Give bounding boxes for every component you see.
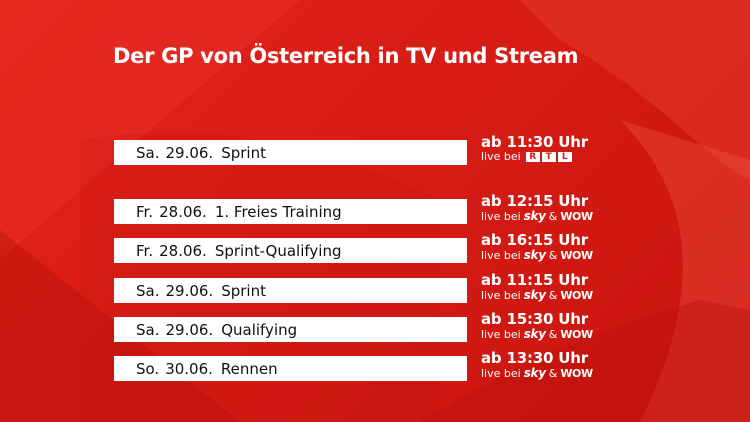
session-day: Sa. — [136, 281, 160, 300]
sky-logo: sky — [523, 209, 546, 223]
session-date: 28.06. — [159, 241, 207, 260]
session-event: Sprint-Qualifying — [214, 241, 342, 260]
rtl-logo: R T L — [525, 151, 572, 162]
start-time: ab 15:30 Uhr — [481, 310, 588, 328]
live-line: live bei R T L — [481, 151, 588, 162]
broadcast-info: ab 13:30 Uhr live bei sky & WOW — [481, 349, 593, 380]
schedule-row: Fr. 28.06. Sprint-Qualifying ab 16:15 Uh… — [114, 233, 750, 265]
session-day: Fr. — [136, 241, 154, 260]
session-date: 29.06. — [165, 281, 214, 300]
session-event: Sprint — [221, 281, 266, 300]
sky-logo: sky — [523, 248, 546, 262]
broadcast-info: ab 11:30 Uhr live bei R T L — [481, 133, 588, 163]
schedule-row: Sa. 29.06. Sprint ab 11:30 Uhr live bei … — [114, 135, 750, 167]
live-prefix: live bei — [481, 150, 521, 163]
broadcast-info: ab 11:15 Uhr live bei sky & WOW — [481, 271, 593, 302]
ampersand: & — [548, 288, 558, 302]
schedule-row: Sa. 29.06. Sprint ab 11:15 Uhr live bei … — [114, 273, 750, 305]
live-line: live bei sky & WOW — [481, 328, 593, 340]
session-bar: Sa. 29.06. Sprint — [114, 278, 467, 303]
ampersand: & — [548, 366, 558, 380]
session-day: So. — [136, 359, 160, 378]
session-date: 30.06. — [165, 359, 213, 378]
schedule-row: So. 30.06. Rennen ab 13:30 Uhr live bei … — [114, 351, 750, 383]
live-line: live bei sky & WOW — [481, 249, 593, 261]
live-prefix: live bei — [481, 248, 521, 262]
session-event: Rennen — [220, 359, 278, 378]
live-line: live bei sky & WOW — [481, 210, 593, 222]
live-line: live bei sky & WOW — [481, 289, 593, 301]
session-date: 28.06. — [159, 202, 207, 221]
sky-logo: sky — [523, 366, 546, 380]
session-bar: Fr. 28.06. 1. Freies Training — [114, 199, 467, 224]
start-time: ab 11:15 Uhr — [481, 271, 588, 289]
session-day: Sa. — [136, 320, 160, 339]
start-time: ab 12:15 Uhr — [481, 192, 588, 210]
ampersand: & — [548, 327, 558, 341]
session-event: 1. Freies Training — [214, 202, 342, 221]
start-time: ab 11:30 Uhr — [481, 133, 588, 151]
wow-logo: WOW — [560, 366, 593, 380]
wow-logo: WOW — [560, 248, 593, 262]
broadcast-info: ab 15:30 Uhr live bei sky & WOW — [481, 310, 593, 341]
live-line: live bei sky & WOW — [481, 367, 593, 379]
session-event: Sprint — [221, 143, 266, 162]
live-prefix: live bei — [481, 288, 521, 302]
wow-logo: WOW — [560, 288, 593, 302]
session-bar: Fr. 28.06. Sprint-Qualifying — [114, 238, 467, 263]
start-time: ab 16:15 Uhr — [481, 231, 588, 249]
schedule-row: Fr. 28.06. 1. Freies Training ab 12:15 U… — [114, 194, 750, 226]
live-prefix: live bei — [481, 366, 521, 380]
wow-logo: WOW — [560, 327, 593, 341]
session-bar: Sa. 29.06. Sprint — [114, 140, 467, 165]
session-date: 29.06. — [165, 320, 214, 339]
session-event: Qualifying — [221, 320, 298, 339]
sky-logo: sky — [523, 288, 546, 302]
session-bar: So. 30.06. Rennen — [114, 356, 467, 381]
start-time: ab 13:30 Uhr — [481, 349, 588, 367]
session-bar: Sa. 29.06. Qualifying — [114, 317, 467, 342]
session-day: Sa. — [136, 143, 160, 162]
schedule-row: Sa. 29.06. Qualifying ab 15:30 Uhr live … — [114, 312, 750, 344]
ampersand: & — [548, 248, 558, 262]
live-prefix: live bei — [481, 327, 521, 341]
live-prefix: live bei — [481, 209, 521, 223]
broadcast-info: ab 12:15 Uhr live bei sky & WOW — [481, 192, 593, 223]
wow-logo: WOW — [560, 209, 593, 223]
ampersand: & — [548, 209, 558, 223]
page-title: Der GP von Österreich in TV und Stream — [113, 44, 579, 68]
sky-logo: sky — [523, 327, 546, 341]
session-day: Fr. — [136, 202, 154, 221]
broadcast-info: ab 16:15 Uhr live bei sky & WOW — [481, 231, 593, 262]
session-date: 29.06. — [165, 143, 214, 162]
